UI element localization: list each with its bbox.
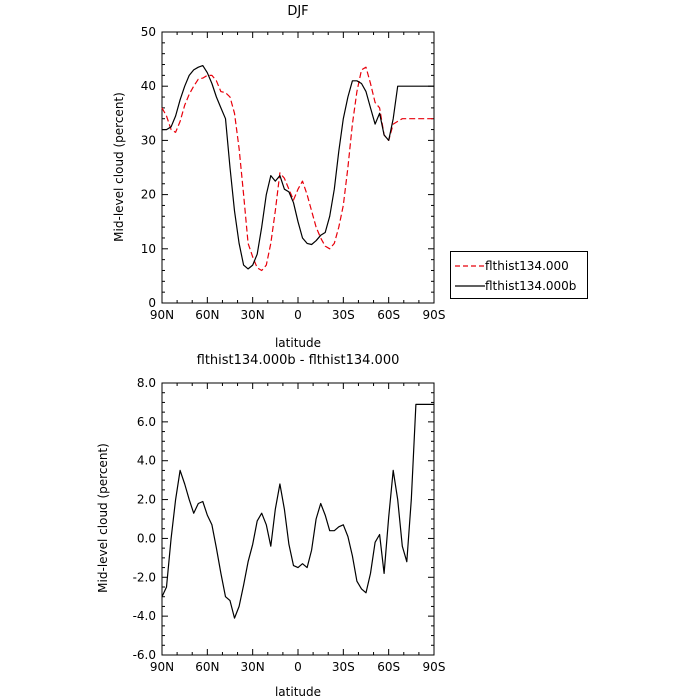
legend-line-solid [455,285,485,287]
bottom-ytick-label: 2.0 [137,493,156,507]
bottom-xtick-label: 30S [332,660,355,674]
top-plot-area: 90N 60N 30N 0 30S 60S 90S 0 10 20 30 40 50 [141,25,446,322]
top-ylabel: Mid-level cloud (percent) [112,92,126,242]
bottom-ylabel: Mid-level cloud (percent) [96,443,110,593]
top-xtick-label: 30S [332,308,355,322]
bottom-ytick-label: -4.0 [133,609,156,623]
top-xtick-label: 60N [195,308,219,322]
top-frame [161,31,435,304]
legend-label-series-a: flthist134.000 [485,259,569,273]
bottom-title: flthist134.000b - flthist134.000 [197,353,400,368]
bottom-xtick-label: 60S [377,660,400,674]
top-xtick-label: 90S [423,308,446,322]
top-xtick-label: 60S [377,308,400,322]
bottom-ytick-label: -6.0 [133,648,156,662]
top-ytick-label: 10 [141,242,156,256]
bottom-ytick-label: 4.0 [137,454,156,468]
top-ytick-label: 0 [148,296,156,310]
bottom-xtick-label: 60N [195,660,219,674]
legend-line-dashed [455,265,485,267]
top-xlabel: latitude [275,336,321,350]
bottom-ytick-label: -2.0 [133,570,156,584]
bottom-ytick-label: 0.0 [137,531,156,545]
top-series-dashed-line [161,66,434,272]
legend-label-series-b: flthist134.000b [485,279,577,293]
bottom-xtick-label: 90N [150,660,174,674]
bottom-series-solid-line [161,403,434,619]
top-ytick-label: 40 [141,79,156,93]
bottom-panel: flthist134.000b - flthist134.000 90N 60N 3… [96,353,445,699]
bottom-xlabel: latitude [275,685,321,699]
top-title: DJF [287,4,308,19]
legend: flthist134.000 flthist134.000b [450,251,588,299]
top-series-solid-line [162,64,434,270]
top-xtick-label: 30N [241,308,265,322]
bottom-xtick-label: 0 [294,660,302,674]
bottom-frame [161,382,435,656]
top-ytick-label: 50 [141,25,156,39]
legend-item-series-a: flthist134.000 [451,256,589,276]
top-ytick-label: 20 [141,188,156,202]
top-xtick-label: 90N [150,308,174,322]
bottom-ytick-label: 8.0 [137,376,156,390]
legend-item-series-b: flthist134.000b [451,276,589,296]
bottom-plot-area: 90N 60N 30N 0 30S 60S 90S -6.0 -4.0 -2.0 0.0 2.0 4.0… [133,376,446,674]
top-ytick-label: 30 [141,133,156,147]
top-panel: DJF 90N 60N 30N 0 30S 60S 90S 0 10 20 30 40 50 latit… [112,4,445,350]
top-xtick-label: 0 [294,308,302,322]
bottom-ytick-label: 6.0 [137,415,156,429]
bottom-xtick-label: 30N [241,660,265,674]
bottom-xtick-label: 90S [423,660,446,674]
